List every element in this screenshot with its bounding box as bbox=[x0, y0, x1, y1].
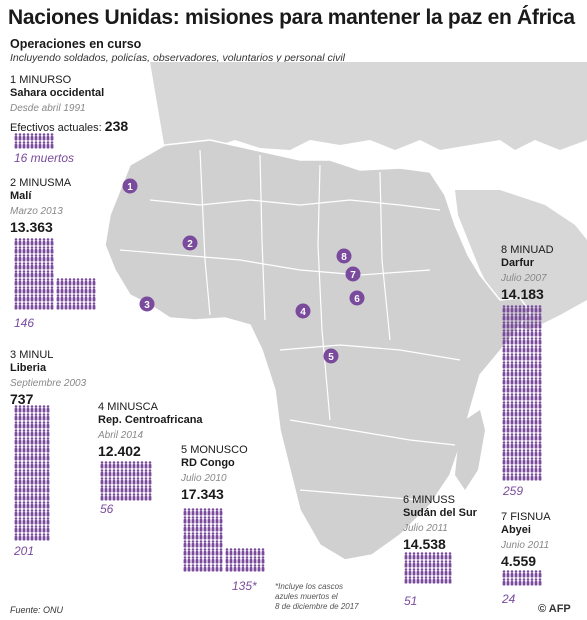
country-borders bbox=[119, 149, 461, 501]
mission-4-num: 4 bbox=[98, 401, 105, 413]
footnote-line-3: 8 de diciembre de 2017 bbox=[275, 602, 359, 611]
mission-3-since: Septiembre 2003 bbox=[10, 378, 87, 389]
mission-2-num: 2 bbox=[10, 177, 17, 189]
mission-8: 8 MINUAD Darfur Julio 2007 14.183 bbox=[501, 244, 554, 302]
mission-3-num: 3 bbox=[10, 349, 17, 361]
marker-5-label: 5 bbox=[328, 352, 334, 363]
mission-8-count: 14.183 bbox=[501, 286, 544, 302]
mission-3-count: 737 bbox=[10, 391, 34, 407]
mission-6: 6 MINUSS Sudán del Sur Julio 2011 14.538 bbox=[403, 494, 477, 552]
mission-6-figures bbox=[404, 552, 452, 589]
madagascar bbox=[455, 410, 485, 490]
mission-1-count: 238 bbox=[104, 118, 129, 134]
mission-5-figures bbox=[183, 508, 265, 577]
mission-2-region: Malí bbox=[10, 190, 32, 202]
marker-1: 1 bbox=[122, 178, 138, 194]
africa-map: 1 2 3 4 5 6 7 8 bbox=[104, 62, 587, 561]
marker-2: 2 bbox=[182, 235, 198, 251]
marker-7-label: 7 bbox=[350, 270, 356, 281]
marker-8: 8 bbox=[336, 248, 352, 264]
mission-3-deaths: 201 bbox=[14, 544, 35, 558]
mission-7-since: Junio 2011 bbox=[501, 540, 550, 551]
mission-7-count: 4.559 bbox=[501, 553, 537, 569]
source-note: Fuente: ONU bbox=[10, 605, 64, 615]
arabian-peninsula bbox=[455, 190, 587, 330]
footnote-line-2: azules muertos el bbox=[275, 592, 338, 601]
mission-7-figures bbox=[502, 570, 542, 591]
footnote: *Incluye los cascos azules muertos el 8 … bbox=[275, 582, 359, 612]
mission-3-figures bbox=[14, 405, 50, 546]
mission-7: 7 FISNUA Abyei Junio 2011 4.559 bbox=[501, 511, 551, 569]
footnote-line-1: *Incluye los cascos bbox=[275, 582, 344, 591]
mission-1-region: Sahara occidental bbox=[10, 87, 105, 99]
africa-landmass bbox=[104, 139, 531, 561]
mission-4-deaths: 56 bbox=[100, 502, 114, 516]
mission-8-deaths: 259 bbox=[503, 484, 524, 498]
mission-7-region: Abyei bbox=[501, 524, 531, 536]
mission-2: 2 MINUSMA Malí Marzo 2013 13.363 bbox=[10, 177, 71, 235]
mission-8-region: Darfur bbox=[501, 257, 535, 269]
mission-1-since: Desde abril 1991 bbox=[10, 103, 86, 114]
page-title: Naciones Unidas: misiones para mantener … bbox=[8, 6, 575, 29]
mission-2-since: Marzo 2013 bbox=[10, 206, 63, 217]
marker-1-label: 1 bbox=[127, 182, 133, 193]
afp-credit: © AFP bbox=[538, 603, 571, 615]
marker-2-label: 2 bbox=[187, 239, 193, 250]
marker-3-label: 3 bbox=[144, 300, 150, 311]
mission-6-region: Sudán del Sur bbox=[403, 507, 477, 519]
mission-7-deaths: 24 bbox=[502, 592, 516, 606]
mission-2-deaths: 146 bbox=[14, 316, 35, 330]
mission-4-figures bbox=[100, 461, 152, 506]
marker-5: 5 bbox=[323, 348, 339, 364]
mission-5-since: Julio 2010 bbox=[181, 473, 227, 484]
mission-6-count: 14.538 bbox=[403, 536, 446, 552]
mission-1: 1 MINURSO Sahara occidental Desde abril … bbox=[10, 74, 128, 135]
marker-7: 7 bbox=[345, 266, 361, 282]
mission-4-code: MINUSCA bbox=[107, 401, 158, 413]
mission-5-code: MONUSCO bbox=[190, 444, 248, 456]
mission-4-region: Rep. Centroafricana bbox=[98, 414, 203, 426]
mission-3-code: MINUL bbox=[19, 349, 54, 361]
marker-3: 3 bbox=[139, 296, 155, 312]
mission-6-code: MINUSS bbox=[412, 494, 455, 506]
mission-2-figures bbox=[14, 238, 96, 315]
mission-7-num: 7 bbox=[501, 511, 508, 523]
mission-8-figures bbox=[502, 305, 542, 486]
mission-4: 4 MINUSCA Rep. Centroafricana Abril 2014… bbox=[98, 401, 203, 459]
mission-1-count-label: Efectivos actuales: bbox=[10, 122, 102, 134]
mission-1-figures bbox=[14, 133, 54, 154]
mission-6-since: Julio 2011 bbox=[403, 523, 448, 534]
subtitle-note: Incluyendo soldados, policías, observado… bbox=[10, 52, 346, 64]
marker-4: 4 bbox=[295, 303, 311, 319]
mission-4-since: Abril 2014 bbox=[98, 430, 144, 441]
mission-1-num: 1 bbox=[10, 74, 17, 86]
mission-8-code: MINUAD bbox=[510, 244, 554, 256]
marker-8-label: 8 bbox=[341, 252, 347, 263]
mission-5: 5 MONUSCO RD Congo Julio 2010 17.343 bbox=[181, 444, 248, 502]
mission-2-code: MINUSMA bbox=[19, 177, 72, 189]
mission-8-since: Julio 2007 bbox=[501, 273, 547, 284]
mission-1-deaths: 16 muertos bbox=[14, 151, 75, 165]
mission-5-deaths: 135* bbox=[232, 579, 257, 593]
mission-5-count: 17.343 bbox=[181, 486, 224, 502]
marker-6-label: 6 bbox=[354, 294, 360, 305]
marker-6: 6 bbox=[349, 290, 365, 306]
europe-landmass bbox=[150, 62, 587, 150]
marker-4-label: 4 bbox=[300, 307, 306, 318]
mission-2-count: 13.363 bbox=[10, 219, 53, 235]
mission-3-region: Liberia bbox=[10, 362, 47, 374]
mission-5-region: RD Congo bbox=[181, 457, 235, 469]
mission-4-count: 12.402 bbox=[98, 443, 141, 459]
mission-6-num: 6 bbox=[403, 494, 410, 506]
mission-1-code: MINURSO bbox=[19, 74, 72, 86]
mission-7-code: FISNUA bbox=[510, 511, 551, 523]
mission-5-num: 5 bbox=[181, 444, 188, 456]
mission-3: 3 MINUL Liberia Septiembre 2003 737 bbox=[10, 349, 86, 407]
mission-8-num: 8 bbox=[501, 244, 508, 256]
subtitle: Operaciones en curso bbox=[10, 37, 142, 51]
mission-6-deaths: 51 bbox=[404, 594, 418, 608]
